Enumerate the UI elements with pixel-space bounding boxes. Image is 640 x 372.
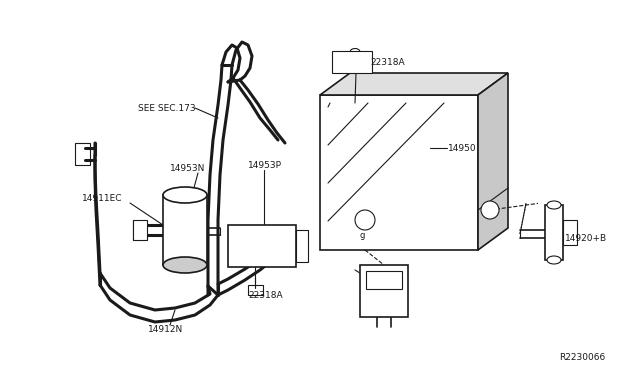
Bar	[563, 220, 577, 245]
Text: SEE SEC.173: SEE SEC.173	[138, 103, 196, 112]
Text: 14920+B: 14920+B	[565, 234, 607, 243]
Polygon shape	[320, 95, 478, 250]
Text: 14911EC: 14911EC	[82, 193, 122, 202]
Circle shape	[355, 210, 375, 230]
Polygon shape	[320, 73, 508, 95]
Bar	[296, 230, 308, 262]
Bar	[133, 220, 147, 240]
Text: 14953P: 14953P	[248, 160, 282, 170]
Bar	[228, 225, 296, 267]
Text: 22365: 22365	[368, 278, 397, 286]
Bar	[163, 195, 207, 265]
Text: 14953N: 14953N	[170, 164, 205, 173]
Ellipse shape	[547, 256, 561, 264]
Text: 14912N: 14912N	[148, 326, 183, 334]
Polygon shape	[478, 73, 508, 250]
Text: 14950: 14950	[448, 144, 477, 153]
Text: 22318A: 22318A	[248, 291, 283, 299]
Ellipse shape	[547, 201, 561, 209]
Ellipse shape	[163, 257, 207, 273]
Text: g: g	[360, 231, 365, 240]
Ellipse shape	[163, 187, 207, 203]
Polygon shape	[332, 51, 372, 73]
Text: R2230066: R2230066	[559, 353, 605, 362]
Bar	[360, 265, 408, 317]
Ellipse shape	[350, 48, 360, 55]
Text: 22318A: 22318A	[370, 58, 404, 67]
Circle shape	[481, 201, 499, 219]
Bar	[75, 143, 90, 165]
Bar	[366, 271, 402, 289]
Bar	[248, 285, 263, 295]
Bar	[545, 205, 563, 260]
